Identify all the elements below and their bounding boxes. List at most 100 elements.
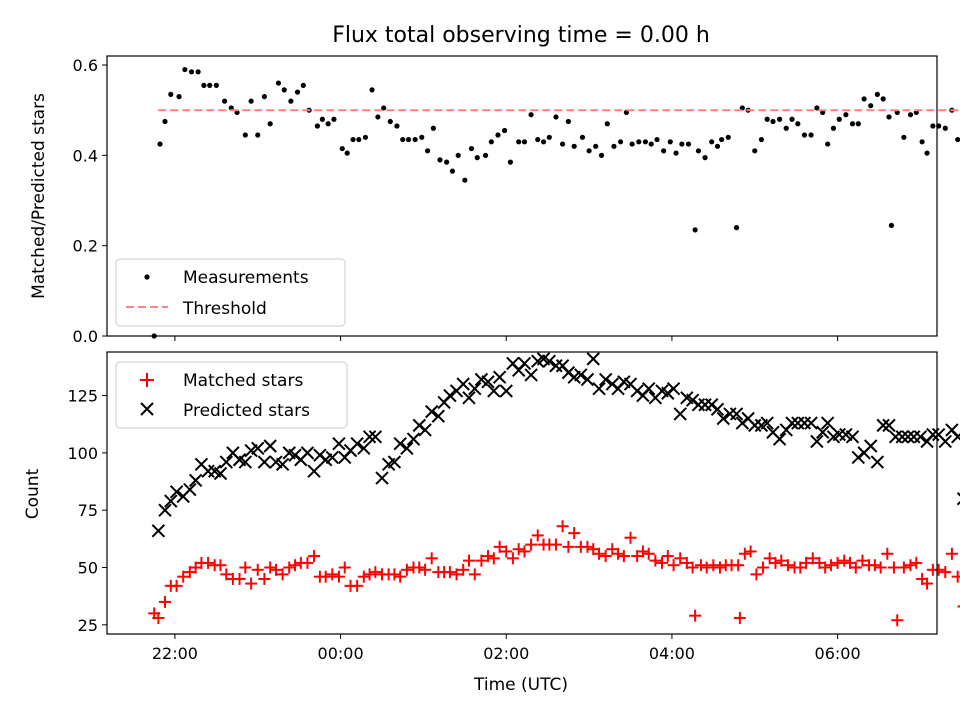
series-measurements-point <box>679 141 685 147</box>
chart-title: Flux total observing time = 0.00 h <box>332 23 710 48</box>
series-measurements-point <box>565 118 571 125</box>
series-matched-stars-point <box>781 559 794 572</box>
bottom-x-tick-label: 02:00 <box>483 644 529 663</box>
series-matched-stars-point <box>531 529 544 542</box>
series-matched-stars-point <box>301 556 314 569</box>
series-measurements-point <box>685 141 692 147</box>
series-predicted-stars-point <box>815 425 830 439</box>
series-matched-stars-point <box>220 568 233 581</box>
series-matched-stars-point <box>518 545 531 558</box>
series-matched-stars-point <box>732 559 745 572</box>
series-measurements-point <box>375 114 381 120</box>
series-measurements-point <box>455 152 461 158</box>
bottom-plot-frame <box>106 351 938 635</box>
legend-predicted-marker <box>140 402 154 416</box>
series-measurements-point <box>770 118 776 125</box>
series-measurements-point <box>930 123 936 129</box>
series-predicted-stars-point <box>300 446 315 460</box>
series-matched-stars-point <box>177 570 190 583</box>
series-measurements-point <box>362 134 369 140</box>
series-predicted-stars-point <box>810 434 824 449</box>
series-measurements-point <box>702 155 708 161</box>
series-matched-stars-point <box>642 547 655 560</box>
series-measurements-point <box>764 116 770 122</box>
series-measurements-point <box>462 177 468 183</box>
top-y-tick-label: 0.6 <box>73 56 98 75</box>
series-measurements-point <box>855 121 861 127</box>
series-measurements-point <box>261 94 267 100</box>
series-measurements-point <box>604 121 610 127</box>
series-matched-stars-point <box>283 561 296 574</box>
series-measurements-point <box>593 143 599 149</box>
series-predicted-stars-point <box>183 482 197 497</box>
series-matched-stars-point <box>214 559 227 572</box>
series-predicted-stars-point <box>456 377 470 391</box>
series-matched-stars-point <box>500 545 513 558</box>
series-measurements-point <box>488 139 494 145</box>
series-measurements-point <box>598 152 605 158</box>
series-matched-stars-point <box>276 568 289 581</box>
series-matched-stars-point <box>891 614 904 627</box>
series-matched-stars-point <box>556 520 569 533</box>
series-predicted-stars-point <box>425 404 439 419</box>
series-predicted-stars-point <box>574 368 588 382</box>
series-measurements-point <box>356 136 362 143</box>
series-predicted-stars-point <box>400 441 414 455</box>
series-measurements-point <box>709 139 715 145</box>
series-predicted-stars-point <box>524 368 538 382</box>
series-matched-stars-point <box>897 561 910 574</box>
series-measurements-point <box>955 136 960 143</box>
series-measurements-point <box>535 136 541 143</box>
series-matched-stars-point <box>874 561 887 574</box>
series-measurements-point <box>157 141 163 147</box>
series-measurements-point <box>369 87 375 93</box>
series-measurements-point <box>528 112 534 118</box>
series-predicted-stars-point <box>913 430 928 444</box>
series-measurements-point <box>248 98 254 104</box>
series-measurements-point <box>888 222 895 228</box>
series-measurements-point <box>412 136 418 143</box>
series-predicted-stars-point <box>158 503 172 517</box>
series-predicted-stars-point <box>481 375 495 389</box>
series-predicted-stars-point <box>375 471 389 485</box>
series-matched-stars-point <box>599 550 612 563</box>
series-measurements-point <box>325 121 331 127</box>
series-matched-stars-point <box>910 556 923 569</box>
series-matched-stars-point <box>269 563 282 576</box>
series-measurements-point <box>201 82 207 88</box>
series-measurements-point <box>695 148 702 154</box>
series-matched-stars-point <box>351 579 364 592</box>
series-measurements-point <box>474 155 480 161</box>
series-predicted-stars-point <box>785 416 799 430</box>
series-measurements-point <box>319 116 325 122</box>
series-matched-stars-point <box>617 550 630 563</box>
series-predicted-stars-point <box>368 430 383 444</box>
series-measurements-point <box>886 114 892 120</box>
series-measurements-point <box>394 123 400 129</box>
series-predicted-stars-point <box>882 418 896 433</box>
series-predicted-stars-point <box>729 407 744 421</box>
series-predicted-stars-point <box>219 455 233 469</box>
bottom-y-tick-label: 75 <box>78 501 98 520</box>
series-predicted-stars-point <box>592 381 606 396</box>
series-matched-stars-point <box>457 563 470 576</box>
series-matched-stars-point <box>713 561 726 574</box>
series-matched-stars-point <box>904 559 917 572</box>
series-matched-stars-point <box>493 540 506 553</box>
series-measurements-point <box>611 143 617 149</box>
series-matched-stars-point <box>655 556 668 569</box>
series-predicted-stars-point <box>462 391 476 405</box>
series-measurements-point <box>861 96 867 102</box>
series-measurements-point <box>901 134 907 140</box>
series-matched-stars-point <box>357 570 370 583</box>
series-measurements-point <box>275 80 282 86</box>
series-matched-stars-point <box>775 554 788 567</box>
series-matched-stars-point <box>562 540 575 553</box>
series-predicted-stars-point <box>468 381 482 396</box>
series-predicted-stars-point <box>275 457 290 472</box>
series-predicted-stars-point <box>666 381 681 396</box>
series-predicted-stars-point <box>431 409 446 423</box>
series-measurements-point <box>502 127 508 134</box>
series-matched-stars-point <box>400 563 413 576</box>
series-matched-stars-point <box>363 568 376 581</box>
